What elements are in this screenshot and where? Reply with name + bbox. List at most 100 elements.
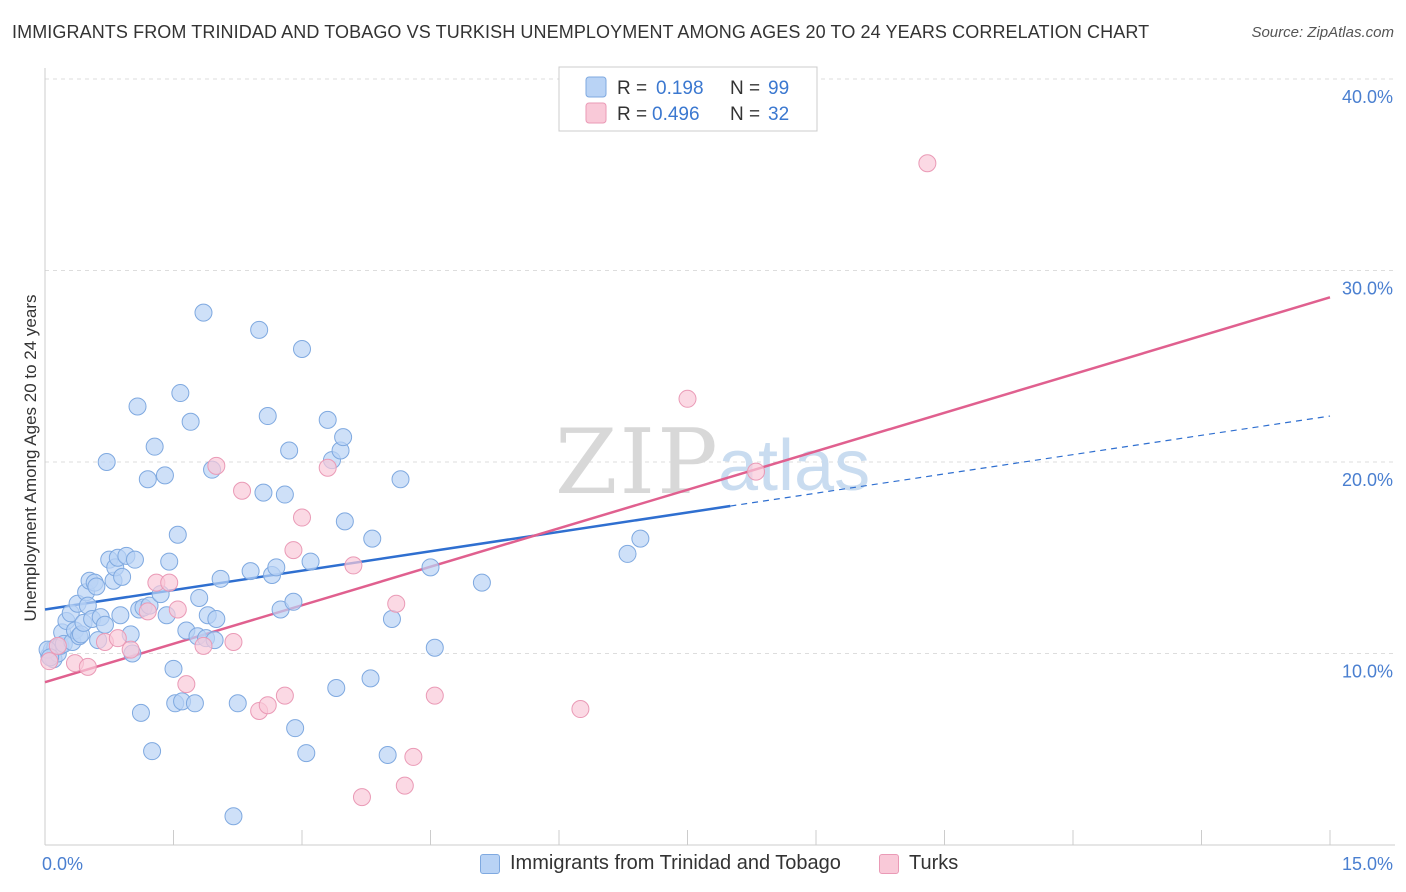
- point-trinidad: [211, 569, 230, 588]
- y-tick-label: 40.0%: [1342, 87, 1393, 107]
- point-trinidad: [335, 512, 354, 531]
- legend-swatch-pink: [879, 853, 899, 874]
- y-axis-label: Unemployment Among Ages 20 to 24 years: [21, 295, 40, 622]
- point-turks: [160, 573, 179, 592]
- point-trinidad: [113, 567, 132, 586]
- point-trinidad: [280, 441, 299, 460]
- point-turks: [678, 389, 697, 408]
- stats-r-label: R =: [617, 78, 647, 99]
- point-trinidad: [293, 340, 311, 359]
- point-trinidad: [143, 742, 162, 761]
- x-tick-label: 0.0%: [42, 854, 83, 874]
- point-trinidad: [382, 610, 401, 629]
- point-trinidad: [128, 397, 147, 416]
- point-turks: [747, 462, 766, 481]
- point-trinidad: [138, 470, 157, 489]
- point-trinidad: [131, 703, 150, 722]
- point-turks: [40, 652, 59, 671]
- y-tick-label: 20.0%: [1342, 470, 1393, 490]
- point-turks: [284, 541, 303, 560]
- points-layer: [38, 154, 937, 826]
- point-trinidad: [297, 744, 316, 763]
- point-trinidad: [181, 412, 200, 431]
- stats-r-label: R =: [617, 104, 647, 125]
- point-trinidad: [155, 466, 174, 485]
- stats-n-label: N =: [730, 104, 760, 125]
- axes-layer: [44, 68, 1395, 846]
- y-tick-label: 30.0%: [1342, 279, 1393, 299]
- point-trinidad: [391, 470, 410, 489]
- point-turks: [177, 675, 196, 694]
- point-trinidad: [190, 588, 209, 607]
- point-turks: [78, 657, 97, 676]
- stats-r-value-blue: 0.198: [656, 78, 704, 99]
- point-trinidad: [185, 694, 204, 713]
- point-turks: [395, 776, 414, 795]
- source-label: Source: ZipAtlas.com: [1251, 24, 1394, 41]
- point-turks: [425, 686, 444, 705]
- point-trinidad: [267, 558, 286, 577]
- x-tick-label: 15.0%: [1342, 854, 1393, 874]
- point-trinidad: [472, 573, 491, 592]
- point-trinidad: [286, 719, 305, 738]
- point-trinidad: [164, 659, 183, 678]
- point-turks: [352, 788, 371, 807]
- point-trinidad: [363, 529, 382, 548]
- point-trinidad: [421, 558, 440, 577]
- legend-item-trinidad[interactable]: Immigrants from Trinidad and Tobago: [480, 852, 841, 875]
- point-trinidad: [194, 303, 213, 322]
- watermark-zip: ZIP: [555, 410, 720, 515]
- point-turks: [387, 594, 406, 613]
- point-trinidad: [207, 610, 226, 629]
- point-turks: [207, 456, 226, 475]
- trendline-turks: [44, 296, 1331, 684]
- point-trinidad: [275, 485, 294, 504]
- legend-swatch-blue: [480, 853, 500, 874]
- legend-item-turks[interactable]: Turks: [879, 852, 958, 875]
- point-turks: [258, 696, 277, 715]
- point-trinidad: [228, 694, 247, 713]
- point-turks: [918, 154, 937, 173]
- stats-n-value-blue: 99: [768, 78, 789, 99]
- watermark: ZIP atlas: [555, 410, 870, 515]
- point-trinidad: [618, 544, 637, 563]
- stats-n-label: N =: [730, 78, 760, 99]
- tick-labels: 10.0% 20.0% 30.0% 40.0% 0.0% 15.0%: [42, 87, 1393, 874]
- point-trinidad: [241, 562, 260, 581]
- point-trinidad: [318, 410, 337, 429]
- point-trinidad: [254, 483, 273, 502]
- point-trinidad: [631, 529, 650, 548]
- point-turks: [275, 686, 294, 705]
- point-turks: [108, 629, 127, 648]
- point-trinidad: [168, 525, 187, 544]
- watermark-atlas: atlas: [718, 426, 870, 506]
- point-trinidad: [250, 320, 269, 339]
- legend-label-turks: Turks: [909, 852, 959, 874]
- point-turks: [293, 508, 311, 527]
- point-trinidad: [301, 552, 320, 571]
- point-trinidad: [378, 745, 397, 764]
- trendline-trinidad-extension: [730, 415, 1331, 507]
- chart-title: IMMIGRANTS FROM TRINIDAD AND TOBAGO VS T…: [12, 22, 1150, 42]
- point-turks: [318, 458, 337, 477]
- point-trinidad: [334, 428, 353, 447]
- stats-n-value-pink: 32: [768, 104, 789, 125]
- point-trinidad: [284, 592, 303, 611]
- point-trinidad: [171, 384, 190, 403]
- point-turks: [344, 556, 363, 575]
- point-trinidad: [111, 606, 130, 625]
- point-trinidad: [97, 453, 116, 471]
- point-trinidad: [95, 615, 114, 634]
- point-trinidad: [87, 577, 106, 596]
- point-turks: [233, 481, 252, 500]
- point-trinidad: [160, 552, 179, 571]
- stats-legend-swatch-pink: [585, 102, 607, 124]
- stats-r-value-pink: 0.496: [652, 104, 700, 125]
- legend-label-trinidad: Immigrants from Trinidad and Tobago: [510, 852, 841, 874]
- point-trinidad: [361, 669, 380, 688]
- stats-legend: R = 0.198 N = 99 R = 0.496 N = 32: [558, 66, 818, 132]
- point-turks: [224, 633, 243, 652]
- point-trinidad: [125, 550, 144, 569]
- point-trinidad: [258, 407, 277, 426]
